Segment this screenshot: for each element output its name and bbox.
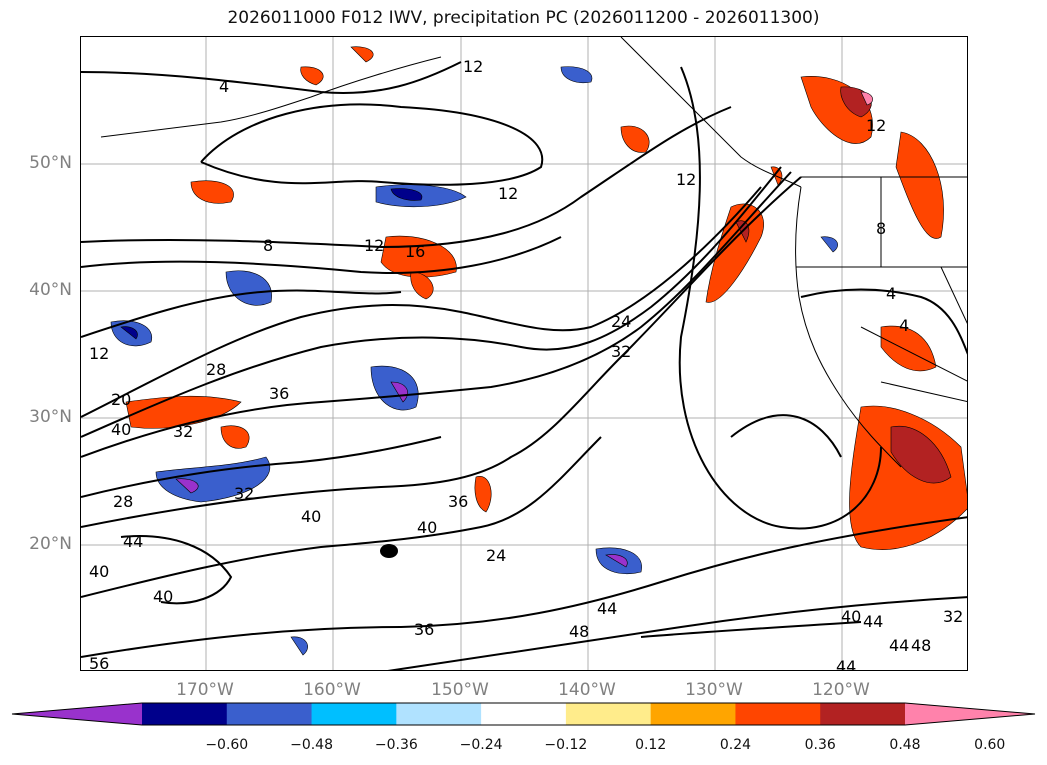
colorbar-segment [735,703,821,725]
contour-labels: 4 12 12 8 12 16 12 12 8 4 4 12 28 36 20 … [89,57,963,671]
colorbar-segment [481,703,567,725]
contour-label: 56 [89,654,109,671]
map-area: 4 12 12 8 12 16 12 12 8 4 4 12 28 36 20 … [80,36,968,671]
contour-label: 40 [111,420,131,439]
contour-label: 40 [153,587,173,606]
precip-negative [110,66,838,656]
colorbar-tick-label: −0.36 [374,737,418,753]
contour-label: 8 [263,236,273,255]
contour-label: 48 [569,622,589,641]
contour-label: 24 [486,546,506,565]
colorbar-segment [565,703,652,725]
contour-label: 40 [841,607,861,626]
contour-label: 12 [364,236,384,255]
contour-label: 40 [301,507,321,526]
contour-label: 12 [676,170,696,189]
contour-label: 40 [89,562,109,581]
colorbar-extend-min [12,703,142,725]
colorbar-segment [396,703,482,725]
contour-label: 4 [886,284,896,303]
contour-label: 12 [463,57,483,76]
colorbar-tick-label: 0.36 [804,737,836,753]
map-title: 2026011000 F012 IWV, precipitation PC (2… [227,8,820,28]
colorbar-tick-label: 0.60 [974,737,1006,753]
contour-label: 44 [836,657,856,671]
lat-label: 30°N [29,407,72,427]
colorbar [11,702,1036,726]
contour-label: 44 [863,612,883,631]
contour-label: 4 [899,316,909,335]
gridlines [81,37,967,670]
contour-label: 44 [123,532,143,551]
contour-label: 44 [889,636,909,655]
contour-label: 40 [417,518,437,537]
colorbar-tick-label: −0.48 [290,737,333,753]
contour-label: 4 [219,77,229,96]
contour-label: 24 [611,312,631,331]
colorbar-tick-label: 0.48 [889,737,921,753]
island-marker [380,544,398,558]
contour-label: 8 [876,219,886,238]
contour-label: 36 [448,492,468,511]
lat-label: 40°N [29,280,72,300]
colorbar-segment [650,703,736,725]
colorbar-segment [226,703,313,725]
iwv-contours [81,61,967,670]
contour-label: 36 [414,620,434,639]
colorbar-extend-max [905,703,1035,725]
contour-label: 16 [405,242,425,261]
colorbar-segment [142,703,228,725]
contour-label: 44 [597,599,617,618]
colorbar-outline [11,702,1036,726]
contour-label: 12 [866,116,886,135]
contour-label: 12 [89,344,109,363]
lon-label: 140°W [558,680,616,700]
lon-label: 160°W [303,680,361,700]
contour-label: 20 [111,390,131,409]
contour-label: 48 [911,636,931,655]
map-canvas: 4 12 12 8 12 16 12 12 8 4 4 12 28 36 20 … [81,37,967,671]
contour-label: 32 [611,342,631,361]
contour-label: 36 [269,384,289,403]
lon-label: 120°W [812,680,870,700]
lat-label: 20°N [29,534,72,554]
lon-label: 170°W [176,680,234,700]
contour-label: 32 [173,422,193,441]
colorbar-tick-label: 0.24 [719,737,752,753]
contour-label: 12 [498,184,518,203]
colorbar-segment [820,703,906,725]
contour-label: 32 [234,484,254,503]
contour-label: 32 [943,607,963,626]
colorbar-tick-label: −0.60 [205,737,249,753]
lon-label: 130°W [685,680,743,700]
contour-label: 28 [206,360,226,379]
colorbar-tick-label: 0.12 [635,737,667,753]
lon-label: 150°W [431,680,489,700]
lat-label: 50°N [29,153,72,173]
precip-positive [125,46,967,550]
coastlines [100,37,967,468]
colorbar-segment [311,703,397,725]
colorbar-tick-label: −0.24 [459,737,503,753]
contour-label: 28 [113,492,133,511]
colorbar-tick-label: −0.12 [544,737,588,753]
